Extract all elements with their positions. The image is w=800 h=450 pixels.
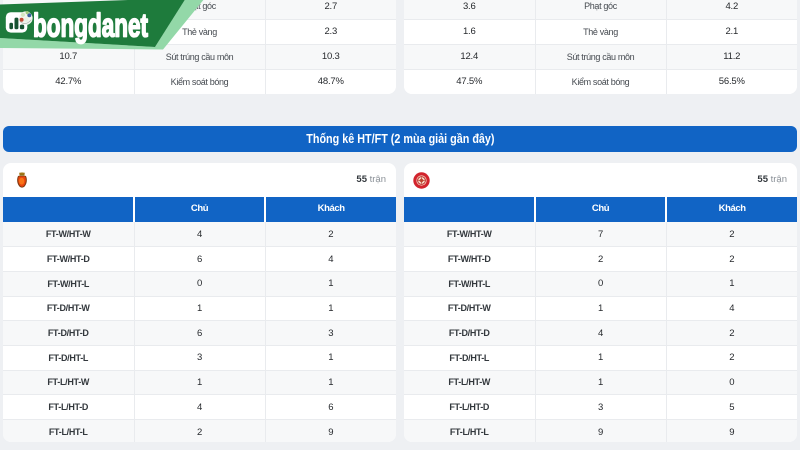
svg-text:bongdanet: bongdanet bbox=[33, 7, 148, 44]
